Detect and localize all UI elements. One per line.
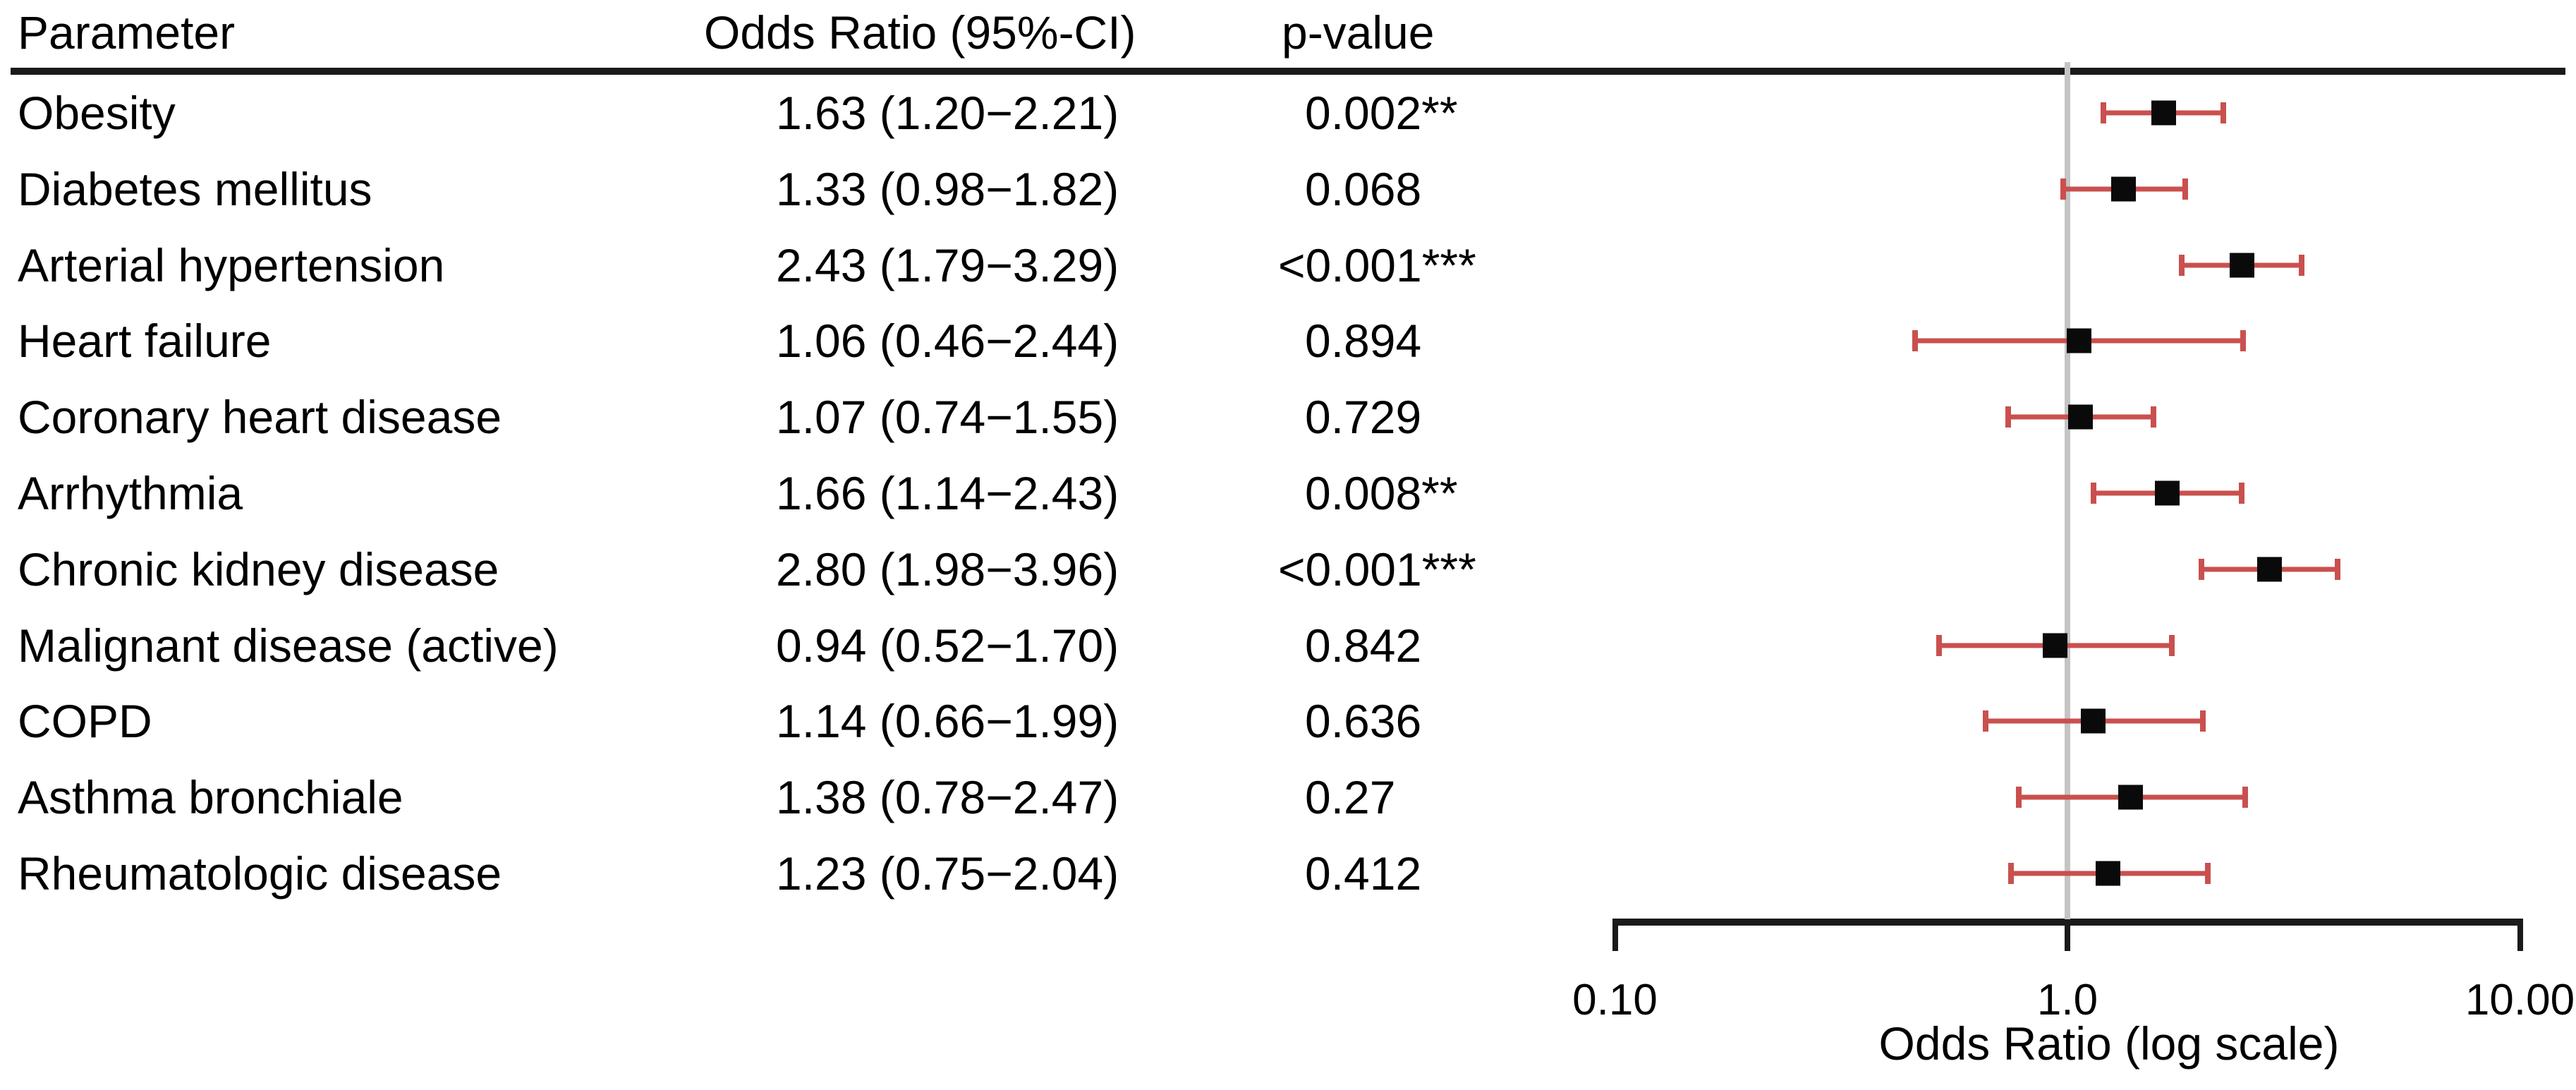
ci-cap-low xyxy=(2060,178,2067,200)
parameter-label: Arterial hypertension xyxy=(18,238,445,291)
ci-cap-low xyxy=(2007,863,2014,884)
parameter-label: Malignant disease (active) xyxy=(18,619,559,672)
or-ci-value: 2.43 (1.79−3.29) xyxy=(776,238,1119,291)
or-marker xyxy=(2154,480,2180,506)
parameter-label: Asthma bronchiale xyxy=(18,771,403,824)
p-value: 0.636 xyxy=(1305,695,1422,748)
p-value: 0.27 xyxy=(1305,771,1396,824)
ci-cap-high xyxy=(2335,558,2341,580)
ci-cap-high xyxy=(2151,406,2157,428)
parameter-label: Rheumatologic disease xyxy=(18,847,502,900)
or-marker xyxy=(2081,708,2106,734)
or-ci-value: 1.06 (0.46−2.44) xyxy=(776,315,1119,368)
ci-cap-low xyxy=(2015,787,2022,809)
reference-line-or-1 xyxy=(2065,62,2070,919)
ci-cap-high xyxy=(2182,178,2188,200)
ci-cap-low xyxy=(1912,330,1918,352)
or-marker xyxy=(2118,785,2144,810)
ci-cap-low xyxy=(1983,710,1989,732)
parameter-label: Arrhythmia xyxy=(18,467,243,519)
column-header-p-value: p-value xyxy=(1282,6,1435,59)
parameter-label: Diabetes mellitus xyxy=(18,162,372,215)
ci-cap-low xyxy=(2005,406,2012,428)
p-value: 0.002** xyxy=(1305,87,1458,139)
p-value: <0.001*** xyxy=(1278,543,1476,595)
ci-cap-low xyxy=(2179,254,2185,276)
ci-cap-low xyxy=(2100,102,2106,123)
or-marker xyxy=(2043,633,2068,658)
or-ci-value: 2.80 (1.98−3.96) xyxy=(776,543,1119,595)
parameter-label: Heart failure xyxy=(18,315,272,368)
ci-cap-high xyxy=(2220,102,2226,123)
ci-cap-high xyxy=(2199,710,2206,732)
or-ci-value: 1.14 (0.66−1.99) xyxy=(776,695,1119,748)
or-marker xyxy=(2151,100,2176,126)
parameter-label: Obesity xyxy=(18,87,176,139)
or-marker xyxy=(2068,404,2094,430)
x-axis-title: Odds Ratio (log scale) xyxy=(1878,1017,2340,1070)
x-axis-tick xyxy=(2517,924,2523,951)
ci-cap-low xyxy=(1936,634,1942,656)
x-axis-tick xyxy=(2065,924,2070,951)
or-marker xyxy=(2110,176,2136,202)
or-ci-value: 1.07 (0.74−1.55) xyxy=(776,391,1119,444)
or-marker xyxy=(2257,557,2283,582)
or-ci-value: 1.33 (0.98−1.82) xyxy=(776,162,1119,215)
p-value: 0.008** xyxy=(1305,467,1458,519)
ci-cap-high xyxy=(2240,330,2246,352)
ci-cap-high xyxy=(2168,634,2175,656)
parameter-label: COPD xyxy=(18,695,152,748)
x-axis-tick-label: 1.0 xyxy=(2036,976,2098,1024)
or-ci-value: 1.66 (1.14−2.43) xyxy=(776,467,1119,519)
or-ci-value: 0.94 (0.52−1.70) xyxy=(776,619,1119,672)
ci-cap-low xyxy=(2090,483,2096,504)
column-header-odds-ratio: Odds Ratio (95%-CI) xyxy=(704,6,1136,59)
parameter-label: Coronary heart disease xyxy=(18,391,502,444)
or-marker xyxy=(2096,861,2121,886)
ci-cap-high xyxy=(2204,863,2211,884)
p-value: 0.842 xyxy=(1305,619,1422,672)
x-axis-tick xyxy=(1612,924,1618,951)
column-header-parameter: Parameter xyxy=(18,6,236,59)
x-axis-tick-label: 10.00 xyxy=(2465,976,2575,1024)
p-value: <0.001*** xyxy=(1278,238,1476,291)
or-ci-value: 1.63 (1.20−2.21) xyxy=(776,87,1119,139)
ci-cap-low xyxy=(2199,558,2205,580)
header-separator-rule xyxy=(11,68,2565,75)
x-axis-line xyxy=(1612,919,2523,926)
or-marker xyxy=(2066,328,2091,353)
ci-cap-high xyxy=(2298,254,2304,276)
or-ci-value: 1.23 (0.75−2.04) xyxy=(776,847,1119,900)
ci-cap-high xyxy=(2239,483,2245,504)
p-value: 0.894 xyxy=(1305,315,1422,368)
or-ci-value: 1.38 (0.78−2.47) xyxy=(776,771,1119,824)
p-value: 0.068 xyxy=(1305,162,1422,215)
p-value: 0.412 xyxy=(1305,847,1422,900)
ci-cap-high xyxy=(2242,787,2248,809)
p-value: 0.729 xyxy=(1305,391,1422,444)
x-axis-tick-label: 0.10 xyxy=(1572,976,1658,1024)
or-marker xyxy=(2229,253,2254,278)
parameter-label: Chronic kidney disease xyxy=(18,543,499,595)
